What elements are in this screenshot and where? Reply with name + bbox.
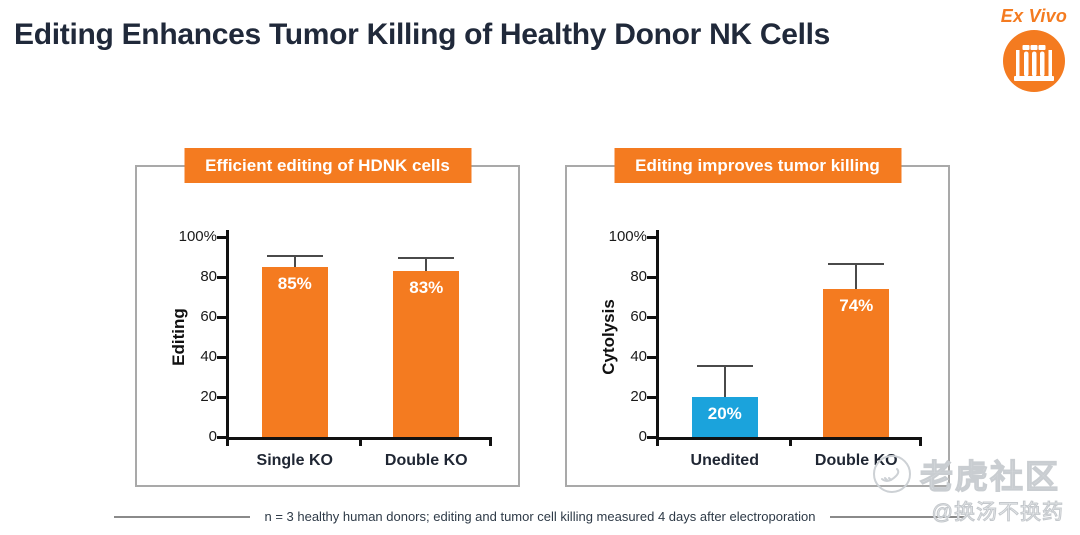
error-bar-cap-double-ko — [398, 257, 455, 259]
bar-chart-cytolysis: Cytolysis 100% 80 60 40 20 0 20% Unedited 74% Dou… — [599, 228, 922, 469]
y-tick-label: 0 — [638, 428, 647, 445]
x-axis-line — [656, 437, 922, 440]
x-category-double-ko: Double KO — [384, 452, 468, 469]
y-tick-label: 0 — [208, 428, 217, 445]
error-bar-cap-unedited — [696, 365, 753, 367]
x-category-unedited: Unedited — [690, 452, 759, 469]
y-tick-mark — [217, 235, 226, 239]
y-tick-mark — [217, 315, 226, 319]
bar-value-double-ko: 74% — [839, 296, 874, 315]
watermark-community: 老虎社区 — [872, 450, 1060, 498]
error-bar-double-ko — [855, 263, 858, 289]
footnote: n = 3 healthy human donors; editing and … — [0, 509, 1080, 524]
x-tick-mark — [919, 440, 922, 446]
y-tick-mark — [217, 355, 226, 359]
error-bar-unedited — [723, 365, 726, 397]
x-tick-mark — [226, 440, 229, 446]
y-tick-mark — [647, 355, 656, 359]
bar-single-ko — [261, 267, 328, 437]
bar-value-double-ko: 83% — [409, 278, 444, 297]
page-title: Editing Enhances Tumor Killing of Health… — [14, 18, 831, 51]
y-tick-label: 100% — [178, 228, 217, 245]
y-tick-label: 20 — [200, 388, 217, 405]
ex-vivo-badge: Ex Vivo — [996, 6, 1072, 93]
x-tick-mark — [489, 440, 492, 446]
x-tick-mark — [656, 440, 659, 446]
watermark-community-text: 老虎社区 — [919, 457, 1060, 495]
y-axis-label: Editing — [169, 308, 188, 366]
y-tick-label: 80 — [630, 268, 647, 285]
bar-value-single-ko: 85% — [277, 274, 312, 293]
footnote-text: n = 3 healthy human donors; editing and … — [264, 509, 816, 524]
y-tick-label: 60 — [630, 308, 647, 325]
panel-editing-efficiency: Efficient editing of HDNK cells Editing … — [135, 148, 520, 487]
y-tick-label: 40 — [630, 348, 647, 365]
bar-value-unedited: 20% — [707, 404, 742, 423]
ex-vivo-label: Ex Vivo — [1000, 6, 1068, 26]
y-tick-mark — [647, 275, 656, 279]
y-tick-mark — [647, 435, 656, 439]
y-axis-line — [226, 230, 229, 440]
test-tubes-icon — [1003, 30, 1065, 92]
error-bar-single-ko — [293, 255, 296, 267]
y-tick-label: 80 — [200, 268, 217, 285]
footnote-divider-left — [114, 515, 251, 518]
x-tick-mark — [359, 440, 362, 446]
x-axis-line — [226, 437, 492, 440]
y-tick-mark — [217, 435, 226, 439]
y-tick-mark — [647, 235, 656, 239]
y-tick-mark — [217, 395, 226, 399]
y-tick-label: 100% — [608, 228, 647, 245]
y-tick-mark — [647, 315, 656, 319]
error-bar-double-ko — [425, 257, 428, 271]
x-tick-mark — [789, 440, 792, 446]
panel-header-banner: Efficient editing of HDNK cells — [184, 148, 471, 183]
error-bar-cap-double-ko — [828, 263, 885, 265]
bar-double-ko — [393, 271, 460, 437]
panel-header-banner: Editing improves tumor killing — [614, 148, 901, 183]
y-tick-label: 40 — [200, 348, 217, 365]
watermark-handle: @换汤不换药 — [931, 501, 1064, 525]
y-tick-label: 60 — [200, 308, 217, 325]
footnote-divider-right — [829, 515, 966, 518]
x-category-single-ko: Single KO — [256, 452, 333, 469]
tiger-logo-icon — [873, 455, 911, 493]
y-tick-label: 20 — [630, 388, 647, 405]
bar-double-ko — [823, 289, 890, 437]
y-axis-label: Cytolysis — [599, 299, 618, 375]
y-tick-mark — [217, 275, 226, 279]
error-bar-cap-single-ko — [266, 255, 323, 257]
panel-tumor-killing: Editing improves tumor killing Cytolysis… — [565, 148, 950, 487]
y-axis-line — [656, 230, 659, 440]
bar-unedited — [691, 397, 758, 437]
bar-chart-editing: Editing 100% 80 60 40 20 0 85% Single KO 83% Doub… — [169, 228, 492, 469]
y-tick-mark — [647, 395, 656, 399]
